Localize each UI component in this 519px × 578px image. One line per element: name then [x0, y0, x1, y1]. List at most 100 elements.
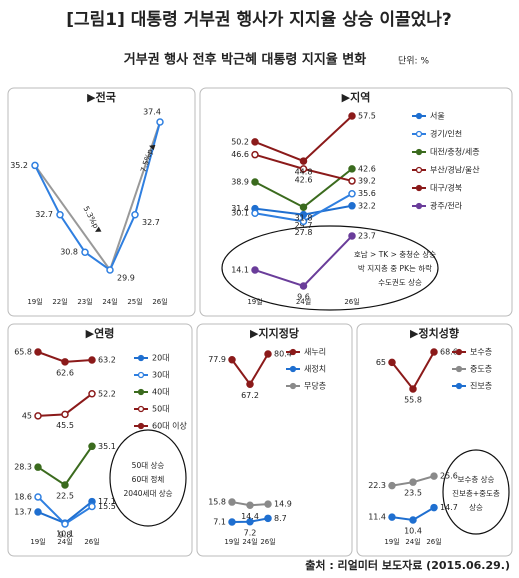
x-tick-label: 19일 [247, 297, 262, 306]
x-tick-label: 23일 [77, 297, 92, 306]
unit: 단위: % [398, 56, 429, 67]
x-tick-label: 26일 [260, 537, 275, 546]
data-point [34, 508, 42, 516]
x-tick-label: 26일 [152, 297, 167, 306]
value-label: 7.2 [244, 528, 257, 537]
data-point [61, 520, 69, 528]
panel-frame [199, 87, 513, 317]
value-label: 65.8 [14, 348, 32, 357]
data-point [409, 478, 417, 486]
legend-label: 진보층 [470, 381, 492, 391]
panel-title: ▶지지정당 [250, 326, 299, 340]
legend-label: 보수층 [470, 348, 492, 357]
panel-frame [196, 323, 353, 557]
legend-marker [415, 166, 423, 174]
highlight-ellipse [442, 449, 510, 535]
value-label: 55.8 [404, 395, 422, 404]
change-line [109, 121, 161, 271]
value-label: 32.2 [358, 201, 376, 210]
data-point [348, 165, 356, 173]
change-line [34, 164, 111, 271]
data-point [430, 503, 438, 512]
page-title: [그림1] 대통령 거부권 행사가 지지율 상승 이끌었나? [66, 9, 452, 30]
value-label: 65 [376, 358, 386, 367]
data-point [88, 390, 96, 398]
value-label: 23.7 [358, 231, 376, 240]
data-point [228, 355, 236, 364]
legend-marker [289, 365, 297, 373]
x-tick-label: 24일 [57, 537, 72, 546]
value-label: 45.5 [56, 421, 74, 430]
value-label: 31.8 [295, 214, 313, 223]
value-label: 14.9 [274, 500, 292, 509]
series-line [391, 351, 435, 391]
data-point [409, 385, 417, 393]
legend-marker [137, 422, 145, 430]
series-line [34, 121, 161, 272]
value-label: 35.6 [358, 189, 376, 198]
value-label: 10.1 [56, 530, 74, 539]
data-point [264, 500, 272, 508]
legend-label: 중도층 [470, 365, 492, 374]
value-label: 35.2 [10, 161, 28, 170]
data-point [61, 410, 69, 419]
legend-label: 서울 [430, 112, 445, 121]
series-line [231, 353, 269, 387]
data-point [388, 513, 396, 521]
annotation: 호남 > TK > 충청순 상승 [354, 249, 436, 259]
value-label: 44.8 [295, 168, 313, 177]
data-point [348, 202, 356, 210]
data-point [299, 282, 308, 290]
x-tick-label: 26일 [84, 537, 99, 546]
data-point [56, 210, 64, 219]
legend-marker [415, 148, 423, 156]
data-point [61, 481, 69, 489]
x-tick-label: 26일 [426, 537, 441, 546]
highlight-ellipse [221, 225, 439, 311]
value-label: 63.2 [98, 355, 116, 364]
subtitle: 거부권 행사 전후 박근혜 대통령 지지율 변화 [124, 52, 366, 68]
data-point [430, 348, 438, 356]
data-point [228, 518, 236, 526]
value-label: 18.6 [14, 492, 32, 501]
panel-title: ▶전국 [87, 90, 116, 104]
legend-label: 50대 [152, 405, 170, 414]
value-label: 22.3 [368, 481, 386, 490]
panel-frame [7, 87, 196, 317]
data-point [348, 189, 356, 198]
value-label: 30.8 [60, 248, 78, 257]
data-point [88, 356, 96, 364]
value-label: 22.5 [56, 491, 74, 500]
x-tick-label: 19일 [30, 537, 45, 546]
value-label: 28.3 [14, 463, 32, 472]
legend-label: 새정치 [304, 364, 326, 374]
legend-label: 30대 [152, 371, 170, 380]
data-point [409, 516, 417, 524]
value-label: 7.1 [213, 518, 226, 527]
x-tick-label: 19일 [27, 297, 42, 306]
legend-marker [137, 354, 145, 362]
value-label: 35.1 [98, 442, 116, 451]
x-tick-label: 24일 [102, 297, 117, 306]
data-point [246, 501, 254, 510]
legend-marker [415, 130, 423, 138]
annotation: 상승 [469, 502, 483, 512]
value-label: 13.7 [14, 508, 32, 517]
series-line [37, 445, 93, 487]
data-point [228, 498, 236, 506]
data-point [251, 138, 259, 146]
annotation: 진보층+중도층 [452, 488, 500, 498]
data-point [430, 472, 438, 480]
annotation: 박 지지층 중 PK는 하락 [358, 263, 432, 273]
value-label: 9.6 [297, 293, 310, 302]
annotation: 50대 상승 [132, 460, 165, 470]
panel-title: ▶지역 [342, 90, 371, 104]
annotation: 수도권도 상승 [378, 277, 422, 287]
value-label: 29.7 [295, 221, 313, 230]
data-point [348, 232, 356, 240]
data-point [106, 266, 114, 274]
data-point [388, 481, 396, 490]
value-label: 42.6 [358, 164, 376, 173]
value-label: 27.8 [295, 228, 313, 237]
